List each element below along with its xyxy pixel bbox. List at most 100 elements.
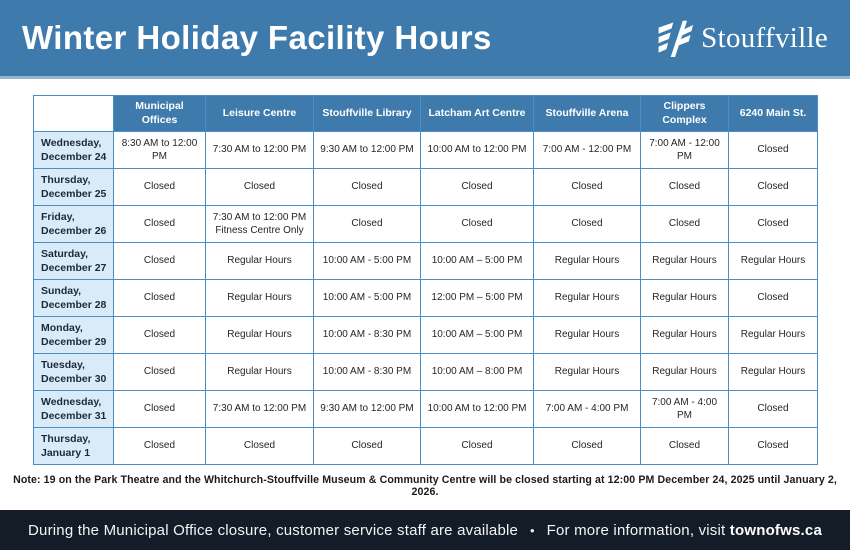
hours-cell: Closed bbox=[728, 205, 818, 243]
hours-cell: 9:30 AM to 12:00 PM bbox=[313, 131, 421, 169]
table-row: Friday, December 26 Closed 7:30 AM to 12:00… bbox=[33, 205, 818, 243]
hours-cell: 10:00 AM to 12:00 PM bbox=[420, 390, 534, 428]
table-row: Thursday, January 1 Closed Closed Closed Clos… bbox=[33, 427, 818, 465]
hours-cell: 10:00 AM – 5:00 PM bbox=[420, 242, 534, 280]
hours-cell: 12:00 PM – 5:00 PM bbox=[420, 279, 534, 317]
footer-info-text: For more information, visit bbox=[546, 521, 726, 539]
footer-band: During the Municipal Office closure, cus… bbox=[0, 510, 850, 550]
table-row: Wednesday, December 24 8:30 AM to 12:00 PM… bbox=[33, 131, 818, 169]
column-header: Latcham Art Centre bbox=[420, 95, 534, 132]
hours-cell: Closed bbox=[420, 168, 534, 206]
hours-cell: Closed bbox=[113, 205, 206, 243]
column-header: Municipal Offices bbox=[113, 95, 206, 132]
hours-cell: Closed bbox=[113, 279, 206, 317]
table-row: Tuesday, December 30 Closed Regular Hours 10… bbox=[33, 353, 818, 391]
hours-cell: Closed bbox=[728, 168, 818, 206]
day-label: Wednesday, bbox=[41, 136, 102, 149]
hours-cell: Closed bbox=[113, 242, 206, 280]
date-label: December 30 bbox=[41, 373, 107, 385]
day-cell: Thursday, December 25 bbox=[33, 168, 114, 206]
date-label: December 27 bbox=[41, 262, 107, 274]
hours-cell: 9:30 AM to 12:00 PM bbox=[313, 390, 421, 428]
column-header: Stouffville Library bbox=[313, 95, 421, 132]
hours-cell: Closed bbox=[113, 168, 206, 206]
hours-cell: Closed bbox=[640, 168, 729, 206]
hours-cell: Regular Hours bbox=[640, 279, 729, 317]
day-cell: Wednesday, December 31 bbox=[33, 390, 114, 428]
hours-cell: Regular Hours bbox=[728, 242, 818, 280]
table-row: Thursday, December 25 Closed Closed Closed Cl… bbox=[33, 168, 818, 206]
page-title: Winter Holiday Facility Hours bbox=[22, 19, 492, 56]
hours-cell: 10:00 AM – 8:00 PM bbox=[420, 353, 534, 391]
day-cell: Monday, December 29 bbox=[33, 316, 114, 354]
hours-cell: Regular Hours bbox=[205, 316, 314, 354]
day-label: Friday, bbox=[41, 210, 75, 223]
day-label: Thursday, bbox=[41, 432, 91, 445]
corner-cell bbox=[33, 95, 114, 132]
hours-cell: 7:00 AM - 4:00 PM bbox=[640, 390, 729, 428]
day-label: Monday, bbox=[41, 321, 83, 334]
day-label: Thursday, bbox=[41, 173, 91, 186]
hours-cell: Closed bbox=[640, 427, 729, 465]
table-row: Saturday, December 27 Closed Regular Hours 1… bbox=[33, 242, 818, 280]
day-cell: Friday, December 26 bbox=[33, 205, 114, 243]
hours-cell: Closed bbox=[113, 316, 206, 354]
table-row: Wednesday, December 31 Closed 7:30 AM to 12… bbox=[33, 390, 818, 428]
hours-cell: Regular Hours bbox=[533, 242, 641, 280]
day-cell: Wednesday, December 24 bbox=[33, 131, 114, 169]
facility-hours-table: Municipal Offices Leisure Centre Stouffvil… bbox=[33, 95, 818, 465]
column-header: Leisure Centre bbox=[205, 95, 314, 132]
date-label: December 28 bbox=[41, 299, 107, 311]
hours-cell: Closed bbox=[728, 131, 818, 169]
hours-cell: Regular Hours bbox=[205, 353, 314, 391]
hours-cell: Closed bbox=[113, 353, 206, 391]
hours-cell: Regular Hours bbox=[205, 279, 314, 317]
website-link[interactable]: townofws.ca bbox=[729, 521, 822, 539]
hours-cell: 8:30 AM to 12:00 PM bbox=[113, 131, 206, 169]
facility-table-body: Wednesday, December 24 8:30 AM to 12:00 PM… bbox=[33, 131, 818, 465]
hours-cell: 7:30 AM to 12:00 PM bbox=[205, 390, 314, 428]
hours-cell: 10:00 AM – 5:00 PM bbox=[420, 316, 534, 354]
hours-cell: 10:00 AM - 8:30 PM bbox=[313, 316, 421, 354]
hours-cell: Regular Hours bbox=[533, 279, 641, 317]
hours-cell: Regular Hours bbox=[728, 316, 818, 354]
hours-cell: Closed bbox=[728, 390, 818, 428]
hours-cell: Closed bbox=[313, 168, 421, 206]
day-label: Sunday, bbox=[41, 284, 82, 297]
hours-cell: 10:00 AM to 12:00 PM bbox=[420, 131, 534, 169]
date-label: December 31 bbox=[41, 410, 107, 422]
day-cell: Saturday, December 27 bbox=[33, 242, 114, 280]
hours-cell: Regular Hours bbox=[205, 242, 314, 280]
hours-cell: Regular Hours bbox=[533, 353, 641, 391]
hours-cell: Regular Hours bbox=[728, 353, 818, 391]
hours-cell: Closed bbox=[728, 279, 818, 317]
day-cell: Thursday, January 1 bbox=[33, 427, 114, 465]
facility-table-header-row: Municipal Offices Leisure Centre Stouffvil… bbox=[33, 95, 818, 132]
table-row: Monday, December 29 Closed Regular Hours 10:… bbox=[33, 316, 818, 354]
hours-cell: 10:00 AM - 8:30 PM bbox=[313, 353, 421, 391]
footer-bullet: • bbox=[529, 522, 535, 538]
hours-cell: Closed bbox=[420, 205, 534, 243]
table-row: Sunday, December 28 Closed Regular Hours 10:… bbox=[33, 279, 818, 317]
date-label: December 24 bbox=[41, 151, 107, 163]
logo-wordmark: Stouffville bbox=[701, 21, 828, 54]
column-header: 6240 Main St. bbox=[728, 95, 818, 132]
hours-cell: 7:30 AM to 12:00 PM Fitness Centre Only bbox=[205, 205, 314, 243]
header-band: Winter Holiday Facility Hours Stouffvill… bbox=[0, 0, 850, 79]
footer-left-text: During the Municipal Office closure, cus… bbox=[28, 521, 519, 539]
stouffville-leaf-icon bbox=[656, 19, 694, 57]
hours-cell: Regular Hours bbox=[533, 316, 641, 354]
hours-cell: Closed bbox=[113, 427, 206, 465]
hours-cell: Closed bbox=[533, 205, 641, 243]
day-label: Tuesday, bbox=[41, 358, 85, 371]
hours-cell: Closed bbox=[640, 205, 729, 243]
hours-cell: Regular Hours bbox=[640, 242, 729, 280]
hours-cell: Regular Hours bbox=[640, 353, 729, 391]
hours-cell: Closed bbox=[113, 390, 206, 428]
closure-note: Note: 19 on the Park Theatre and the Whi… bbox=[13, 474, 837, 498]
date-label: December 26 bbox=[41, 225, 107, 237]
date-label: December 25 bbox=[41, 188, 107, 200]
column-header: Clippers Complex bbox=[640, 95, 729, 132]
hours-cell: Closed bbox=[533, 168, 641, 206]
town-logo: Stouffville bbox=[656, 19, 828, 57]
